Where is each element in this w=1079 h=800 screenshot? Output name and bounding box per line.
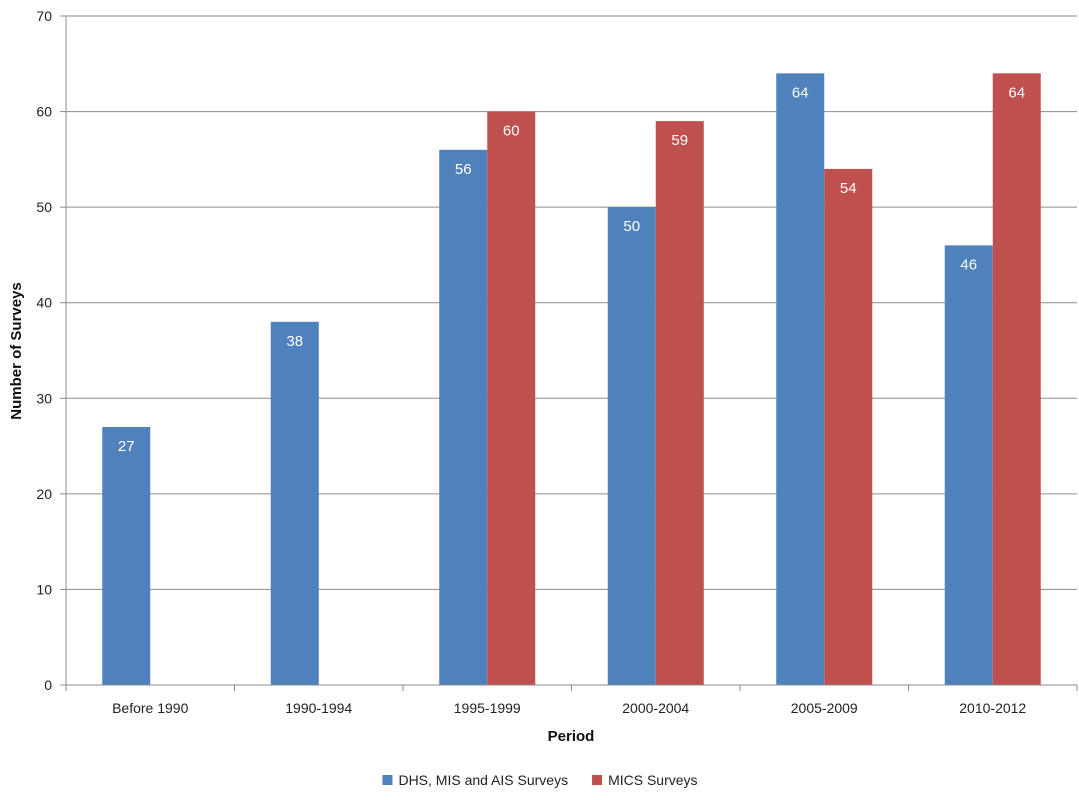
axes	[60, 15, 1078, 691]
bar	[270, 321, 319, 685]
x-category-label: 2005-2009	[791, 700, 858, 716]
legend-swatch	[592, 775, 603, 785]
y-tick-label: 60	[36, 104, 52, 120]
y-tick-label: 50	[36, 199, 52, 215]
bar-value-label: 64	[792, 84, 809, 101]
bar	[776, 73, 825, 686]
x-category-label: 1995-1999	[454, 700, 521, 716]
y-tick-label: 40	[36, 295, 52, 311]
bar-value-label: 56	[455, 161, 472, 178]
bar-value-label: 50	[623, 218, 640, 235]
bar-value-label: 27	[118, 438, 135, 455]
y-tick-label: 20	[36, 486, 52, 502]
bar	[992, 73, 1041, 686]
bar	[655, 121, 704, 686]
bar-value-label: 46	[960, 256, 977, 273]
y-tick-label: 70	[36, 8, 52, 24]
bars	[102, 73, 1041, 686]
bar	[102, 426, 151, 685]
bar	[607, 207, 656, 685]
bar	[487, 111, 536, 686]
legend: DHS, MIS and AIS Surveys MICS Surveys	[382, 772, 698, 788]
bar-value-label: 38	[286, 333, 303, 350]
y-tick-label: 30	[36, 390, 52, 406]
bar	[439, 149, 488, 686]
x-category-label: Before 1990	[112, 700, 188, 716]
bar-value-label: 60	[503, 123, 520, 140]
x-category-label: 1990-1994	[285, 700, 352, 716]
labels: 0 10 20 30 40 50 60 70 Before 1990 1990-1994 1995-…	[36, 8, 1026, 716]
gridlines	[66, 15, 1077, 590]
x-category-label: 2000-2004	[622, 700, 689, 716]
bar	[824, 168, 873, 685]
x-axis-title: Period	[548, 728, 595, 745]
y-tick-label: 10	[36, 581, 52, 597]
bar-value-label: 64	[1008, 84, 1025, 101]
bar-value-label: 59	[671, 132, 688, 149]
y-axis-title: Number of Surveys	[8, 282, 25, 420]
bar	[944, 245, 993, 685]
bar-value-label: 54	[840, 180, 857, 197]
legend-label: DHS, MIS and AIS Surveys	[398, 772, 568, 788]
legend-label: MICS Surveys	[608, 772, 697, 788]
x-category-label: 2010-2012	[959, 700, 1026, 716]
y-tick-label: 0	[44, 677, 52, 693]
legend-swatch	[382, 775, 393, 785]
